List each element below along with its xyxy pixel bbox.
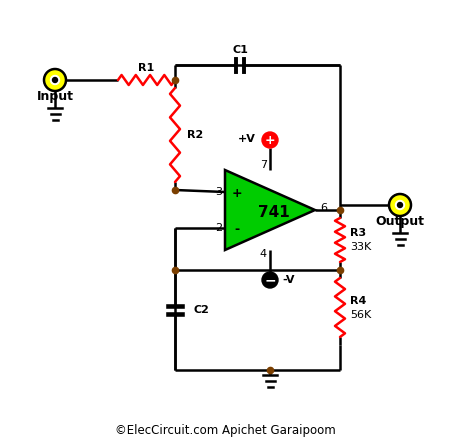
Text: 7: 7	[260, 160, 267, 170]
Text: 741: 741	[258, 205, 290, 220]
Circle shape	[262, 272, 278, 288]
Text: +: +	[265, 133, 275, 147]
Circle shape	[44, 69, 66, 91]
Text: ©ElecCircuit.com Apichet Garaipoom: ©ElecCircuit.com Apichet Garaipoom	[115, 423, 335, 436]
Text: 56K: 56K	[350, 309, 371, 319]
Text: +V: +V	[238, 134, 256, 144]
Text: 3: 3	[215, 187, 222, 197]
Text: R4: R4	[350, 296, 366, 305]
Text: R3: R3	[350, 228, 366, 238]
Text: 2: 2	[215, 223, 222, 233]
Text: -: -	[234, 223, 239, 235]
Text: R1: R1	[139, 63, 155, 73]
Text: 33K: 33K	[350, 242, 371, 252]
Text: R2: R2	[187, 130, 203, 140]
Text: Output: Output	[375, 215, 424, 227]
Text: 6: 6	[320, 203, 327, 213]
Circle shape	[53, 77, 58, 83]
Text: +: +	[232, 187, 242, 199]
Text: 4: 4	[260, 249, 267, 259]
Circle shape	[389, 194, 411, 216]
Text: C1: C1	[232, 45, 248, 55]
Polygon shape	[225, 170, 315, 250]
Text: −: −	[264, 273, 276, 287]
Text: -V: -V	[282, 275, 294, 285]
Circle shape	[262, 132, 278, 148]
Text: C2: C2	[193, 305, 209, 315]
Circle shape	[50, 76, 59, 84]
Circle shape	[397, 202, 402, 208]
Circle shape	[396, 201, 405, 209]
Text: Input: Input	[36, 89, 73, 103]
